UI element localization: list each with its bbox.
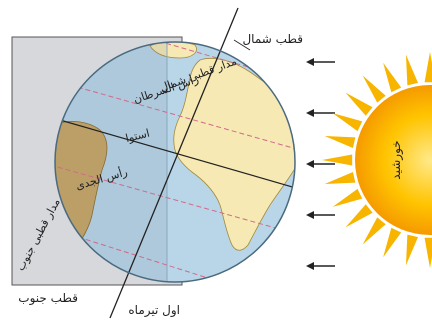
sun-spike — [405, 54, 419, 86]
sun-spike — [405, 234, 419, 266]
sun-rays-arrows — [306, 58, 335, 270]
sun-spike — [322, 154, 353, 166]
south-pole-label: قطب جنوب — [18, 291, 78, 306]
sun-spike — [424, 52, 432, 83]
sun-spike — [324, 171, 356, 185]
sun-ray-arrowhead — [306, 262, 314, 270]
sun-ray-arrowhead — [306, 160, 314, 168]
earth-axis-line — [109, 7, 239, 319]
date-caption: اول تیرماه — [128, 303, 180, 318]
sun: خورشید — [322, 52, 432, 268]
sun-spike — [345, 204, 373, 228]
tropic-capricorn-line — [55, 164, 291, 233]
north-pole-pointer — [233, 39, 251, 51]
sun-spike — [345, 92, 373, 116]
sun-spike — [362, 217, 386, 245]
sun-ray-arrowhead — [306, 109, 314, 117]
sun-spike — [324, 135, 356, 149]
north-pole-label: قطب شمال — [242, 32, 303, 46]
sun-spike — [424, 237, 432, 268]
sun-ray-arrowhead — [306, 211, 314, 219]
northern-land-shape — [149, 42, 197, 59]
equator-label: استوا — [124, 127, 151, 146]
sun-spike — [383, 62, 402, 93]
sun-label: خورشید — [389, 140, 404, 179]
sun-spike — [332, 113, 363, 132]
sun-spike — [362, 75, 386, 103]
sun-spike — [332, 188, 363, 207]
sun-spike — [383, 227, 402, 258]
sun-ray-arrowhead — [306, 58, 314, 66]
